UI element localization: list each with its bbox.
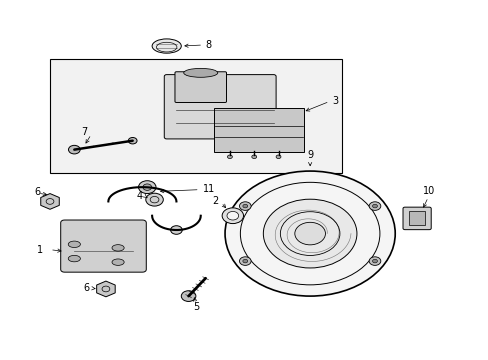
Circle shape — [368, 202, 380, 210]
FancyBboxPatch shape — [50, 59, 341, 173]
Circle shape — [181, 291, 196, 301]
FancyBboxPatch shape — [61, 220, 146, 272]
Circle shape — [170, 226, 182, 234]
Text: 11: 11 — [203, 184, 215, 194]
Circle shape — [239, 257, 251, 265]
FancyBboxPatch shape — [175, 72, 226, 103]
Circle shape — [239, 202, 251, 210]
Circle shape — [68, 145, 80, 154]
Circle shape — [142, 184, 151, 190]
Text: 6: 6 — [83, 283, 89, 293]
Text: 8: 8 — [205, 40, 211, 50]
FancyBboxPatch shape — [164, 75, 276, 139]
Circle shape — [138, 181, 156, 194]
Circle shape — [227, 155, 232, 158]
Circle shape — [145, 193, 163, 206]
Circle shape — [128, 138, 137, 144]
FancyBboxPatch shape — [402, 207, 430, 230]
Text: 1: 1 — [37, 245, 43, 255]
Circle shape — [224, 171, 394, 296]
Circle shape — [294, 222, 325, 245]
Circle shape — [263, 199, 356, 268]
Text: 7: 7 — [81, 127, 87, 137]
Ellipse shape — [112, 259, 124, 265]
Circle shape — [243, 259, 247, 263]
Circle shape — [276, 155, 281, 158]
Circle shape — [368, 257, 380, 265]
FancyBboxPatch shape — [214, 108, 303, 152]
FancyBboxPatch shape — [408, 211, 425, 225]
Circle shape — [243, 204, 247, 208]
Text: 2: 2 — [212, 197, 218, 206]
Ellipse shape — [183, 68, 217, 77]
Ellipse shape — [68, 255, 80, 262]
Circle shape — [226, 211, 238, 220]
Ellipse shape — [152, 39, 181, 53]
Text: 3: 3 — [331, 96, 338, 107]
Circle shape — [372, 204, 377, 208]
Text: 6: 6 — [35, 187, 41, 197]
Ellipse shape — [112, 245, 124, 251]
Text: 9: 9 — [306, 150, 312, 160]
Text: 5: 5 — [192, 302, 199, 312]
Circle shape — [372, 259, 377, 263]
Text: 4: 4 — [136, 191, 142, 201]
Circle shape — [251, 155, 256, 158]
Circle shape — [222, 208, 243, 224]
Text: 10: 10 — [422, 186, 434, 196]
Ellipse shape — [68, 241, 80, 248]
